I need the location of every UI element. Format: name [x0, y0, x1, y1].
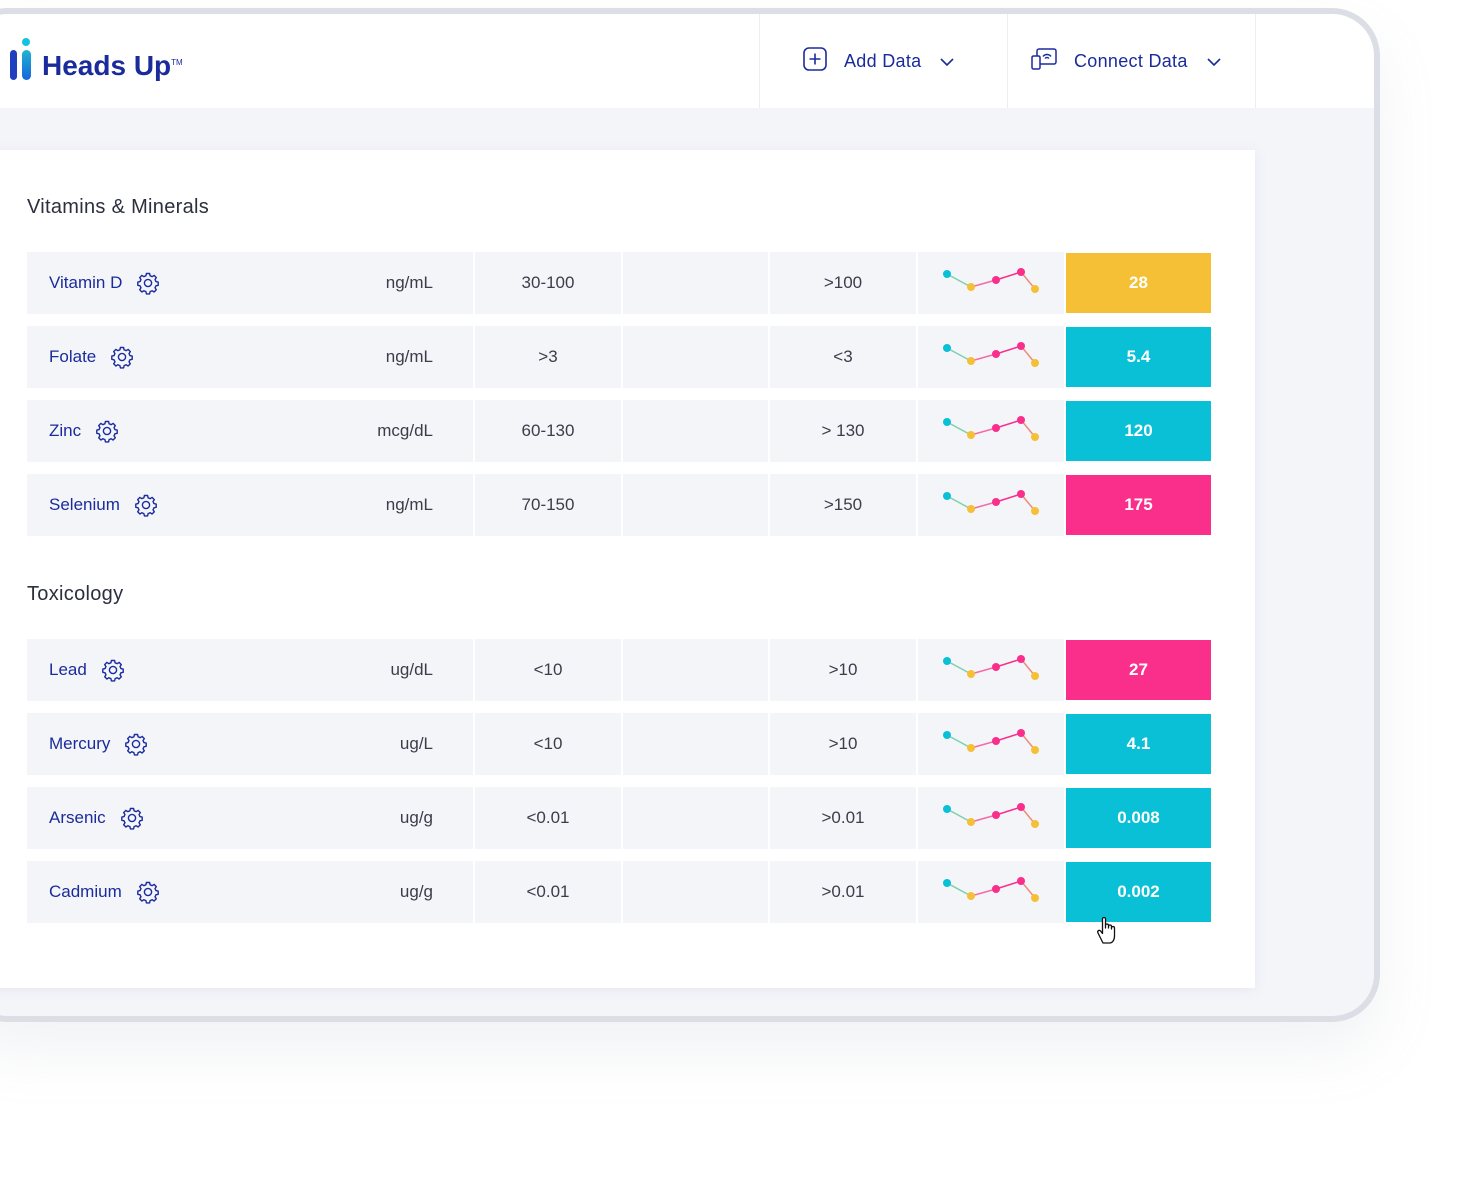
test-name-cell: Folate ng/mL [27, 326, 473, 388]
flag-threshold: >10 [770, 639, 916, 701]
test-name-cell: Selenium ng/mL [27, 474, 473, 536]
connect-data-label: Connect Data [1074, 50, 1188, 71]
test-name-link[interactable]: Lead [49, 660, 87, 679]
table-row[interactable]: Selenium ng/mL 70-150 >150 175 [27, 474, 1211, 536]
reference-range: <0.01 [475, 861, 621, 923]
unit-text: ug/dL [390, 660, 433, 679]
unit-text: ug/g [399, 882, 433, 901]
empty-cell [623, 861, 768, 923]
reference-range: <0.01 [475, 787, 621, 849]
reference-range: 30-100 [475, 252, 621, 314]
table-row[interactable]: Zinc mcg/dL 60-130 > 130 120 [27, 400, 1211, 462]
unit-text: ng/mL [385, 347, 433, 366]
test-name-link[interactable]: Cadmium [49, 882, 122, 901]
trend-sparkline[interactable] [918, 326, 1064, 388]
flag-threshold: >100 [770, 252, 916, 314]
empty-cell [623, 474, 768, 536]
chevron-down-icon [939, 51, 955, 72]
trend-sparkline[interactable] [918, 787, 1064, 849]
app-window: Heads Up TM Add Data Connect Data Vitami… [0, 8, 1380, 1022]
test-name-link[interactable]: Folate [49, 347, 97, 366]
empty-cell [623, 326, 768, 388]
flag-threshold: >150 [770, 474, 916, 536]
test-name-link[interactable]: Mercury [49, 734, 111, 753]
chevron-down-icon [1206, 51, 1222, 72]
result-value-badge[interactable]: 120 [1066, 401, 1211, 461]
result-value-badge[interactable]: 5.4 [1066, 327, 1211, 387]
table-row[interactable]: Mercury ug/L <10 >10 4.1 [27, 713, 1211, 775]
gear-icon[interactable] [124, 732, 148, 756]
test-name-cell: Lead ug/dL [27, 639, 473, 701]
trend-sparkline[interactable] [918, 639, 1064, 701]
test-name-cell: Vitamin D ng/mL [27, 252, 473, 314]
flag-threshold: <3 [770, 326, 916, 388]
test-name-cell: Mercury ug/L [27, 713, 473, 775]
unit-text: mcg/dL [377, 421, 433, 440]
reference-range: <10 [475, 713, 621, 775]
flag-threshold: >0.01 [770, 861, 916, 923]
reference-range: 70-150 [475, 474, 621, 536]
table-row[interactable]: Arsenic ug/g <0.01 >0.01 0.008 [27, 787, 1211, 849]
trend-sparkline[interactable] [918, 861, 1064, 923]
flag-threshold: >0.01 [770, 787, 916, 849]
add-data-button[interactable]: Add Data [759, 14, 1008, 108]
result-value-badge[interactable]: 0.002 [1066, 862, 1211, 922]
add-data-label: Add Data [844, 50, 922, 71]
trend-sparkline[interactable] [918, 713, 1064, 775]
connect-device-icon [1030, 47, 1058, 76]
reference-range: >3 [475, 326, 621, 388]
result-value-badge[interactable]: 27 [1066, 640, 1211, 700]
table-row[interactable]: Lead ug/dL <10 >10 27 [27, 639, 1211, 701]
unit-text: ug/L [399, 734, 433, 753]
result-value-badge[interactable]: 175 [1066, 475, 1211, 535]
gear-icon[interactable] [134, 493, 158, 517]
trademark: TM [171, 58, 183, 67]
gear-icon[interactable] [120, 806, 144, 830]
app-name: Heads Up [42, 50, 172, 81]
flag-threshold: >10 [770, 713, 916, 775]
empty-cell [623, 639, 768, 701]
table-row[interactable]: Folate ng/mL >3 <3 5.4 [27, 326, 1211, 388]
results-card: Vitamins & Minerals Vitamin D ng/mL 30-100 >… [0, 150, 1255, 988]
result-value-badge[interactable]: 4.1 [1066, 714, 1211, 774]
unit-text: ng/mL [385, 495, 433, 514]
gear-icon[interactable] [101, 658, 125, 682]
test-name-link[interactable]: Vitamin D [49, 273, 123, 292]
empty-cell [623, 400, 768, 462]
gear-icon[interactable] [136, 271, 160, 295]
test-name-cell: Arsenic ug/g [27, 787, 473, 849]
test-name-link[interactable]: Arsenic [49, 808, 106, 827]
section-title: Toxicology [27, 583, 124, 605]
test-name-link[interactable]: Zinc [49, 421, 82, 440]
reference-range: 60-130 [475, 400, 621, 462]
empty-cell [623, 713, 768, 775]
empty-cell [623, 252, 768, 314]
gear-icon[interactable] [136, 880, 160, 904]
section-title: Vitamins & Minerals [27, 196, 210, 218]
test-name-link[interactable]: Selenium [49, 495, 120, 514]
gear-icon[interactable] [110, 345, 134, 369]
table-row[interactable]: Cadmium ug/g <0.01 >0.01 0.002 [27, 861, 1211, 923]
result-value-badge[interactable]: 28 [1066, 253, 1211, 313]
plus-box-icon [802, 46, 828, 77]
empty-cell [623, 787, 768, 849]
test-name-cell: Zinc mcg/dL [27, 400, 473, 462]
unit-text: ng/mL [385, 273, 433, 292]
logo-mark [10, 38, 40, 84]
result-value-badge[interactable]: 0.008 [1066, 788, 1211, 848]
table-row[interactable]: Vitamin D ng/mL 30-100 >100 28 [27, 252, 1211, 314]
trend-sparkline[interactable] [918, 400, 1064, 462]
test-name-cell: Cadmium ug/g [27, 861, 473, 923]
hand-pointer-icon [1092, 913, 1126, 952]
gear-icon[interactable] [95, 419, 119, 443]
reference-range: <10 [475, 639, 621, 701]
unit-text: ug/g [399, 808, 433, 827]
connect-data-button[interactable]: Connect Data [1007, 14, 1256, 108]
top-bar: Heads Up TM Add Data Connect Data [0, 14, 1374, 108]
app-logo[interactable]: Heads Up TM [10, 38, 183, 84]
trend-sparkline[interactable] [918, 252, 1064, 314]
flag-threshold: > 130 [770, 400, 916, 462]
trend-sparkline[interactable] [918, 474, 1064, 536]
